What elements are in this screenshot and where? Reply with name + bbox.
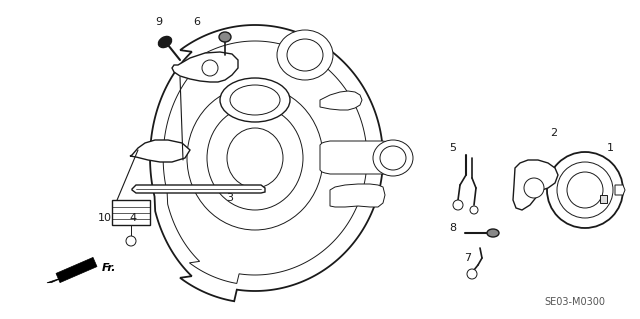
Polygon shape — [615, 185, 625, 195]
Text: 3: 3 — [227, 193, 234, 203]
Polygon shape — [320, 91, 362, 110]
Text: 10: 10 — [98, 213, 112, 223]
Text: 1: 1 — [607, 143, 614, 153]
Ellipse shape — [227, 128, 283, 188]
Circle shape — [467, 269, 477, 279]
Text: Fr.: Fr. — [102, 263, 116, 273]
Polygon shape — [112, 200, 150, 225]
Polygon shape — [130, 140, 190, 162]
Ellipse shape — [287, 39, 323, 71]
Ellipse shape — [277, 30, 333, 80]
Ellipse shape — [547, 152, 623, 228]
Polygon shape — [56, 257, 97, 283]
Polygon shape — [320, 141, 393, 174]
Ellipse shape — [557, 162, 613, 218]
Polygon shape — [47, 276, 66, 283]
Text: 4: 4 — [129, 213, 136, 223]
Ellipse shape — [380, 146, 406, 170]
Ellipse shape — [159, 36, 172, 48]
Ellipse shape — [187, 86, 323, 230]
Text: 7: 7 — [465, 253, 472, 263]
Ellipse shape — [207, 106, 303, 210]
Text: 9: 9 — [156, 17, 163, 27]
Circle shape — [470, 206, 478, 214]
Ellipse shape — [373, 140, 413, 176]
Ellipse shape — [219, 32, 231, 42]
Text: 6: 6 — [193, 17, 200, 27]
Text: 8: 8 — [449, 223, 456, 233]
Ellipse shape — [487, 229, 499, 237]
Circle shape — [126, 236, 136, 246]
Ellipse shape — [230, 85, 280, 115]
Polygon shape — [513, 160, 558, 210]
Circle shape — [202, 60, 218, 76]
Polygon shape — [150, 25, 383, 301]
Ellipse shape — [220, 78, 290, 122]
Circle shape — [524, 178, 544, 198]
Ellipse shape — [567, 172, 603, 208]
Circle shape — [453, 200, 463, 210]
Polygon shape — [330, 184, 385, 207]
Polygon shape — [172, 52, 238, 82]
Polygon shape — [163, 41, 367, 284]
Text: 2: 2 — [550, 128, 557, 138]
Polygon shape — [132, 185, 265, 193]
Text: SE03-M0300: SE03-M0300 — [545, 297, 605, 307]
Polygon shape — [600, 195, 607, 203]
Text: 5: 5 — [449, 143, 456, 153]
